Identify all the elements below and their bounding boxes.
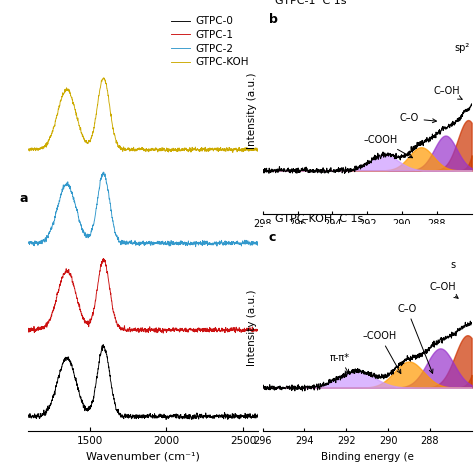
- GTPC-2: [255, 241, 261, 246]
- GTPC-2: [249, 239, 255, 245]
- GTPC-KOH: [100, 75, 106, 81]
- Text: c: c: [269, 231, 276, 244]
- Legend: GTPC-0, GTPC-1, GTPC-2, GTPC-KOH: GTPC-0, GTPC-1, GTPC-2, GTPC-KOH: [167, 12, 253, 72]
- GTPC-0: [100, 342, 106, 348]
- GTPC-2: [101, 169, 107, 175]
- GTPC-1: [131, 327, 137, 332]
- X-axis label: Binding energy (e: Binding energy (e: [321, 452, 414, 462]
- GTPC-0: [137, 415, 143, 420]
- GTPC-0: [207, 414, 212, 420]
- Line: GTPC-1: GTPC-1: [28, 258, 258, 333]
- GTPC-2: [26, 239, 31, 245]
- GTPC-1: [100, 255, 106, 261]
- Text: sp²: sp²: [454, 43, 469, 53]
- GTPC-KOH: [131, 147, 137, 153]
- Y-axis label: Intensity (a.u.): Intensity (a.u.): [247, 73, 257, 149]
- GTPC-2: [193, 244, 199, 250]
- Text: –COOH: –COOH: [363, 331, 401, 374]
- GTPC-KOH: [37, 145, 43, 151]
- Text: GTPC-1  C 1s: GTPC-1 C 1s: [275, 0, 346, 6]
- GTPC-KOH: [255, 147, 261, 153]
- Line: GTPC-2: GTPC-2: [28, 172, 258, 247]
- GTPC-1: [26, 326, 31, 331]
- Text: GTPC-KOH  C 1s: GTPC-KOH C 1s: [275, 214, 364, 224]
- GTPC-0: [249, 414, 255, 420]
- Line: GTPC-0: GTPC-0: [28, 345, 258, 419]
- Text: C–O: C–O: [399, 113, 437, 123]
- X-axis label: Wavenumber (cm⁻¹): Wavenumber (cm⁻¹): [86, 452, 201, 462]
- GTPC-2: [207, 242, 212, 247]
- GTPC-1: [207, 326, 212, 332]
- Text: π-π*: π-π*: [330, 353, 350, 374]
- GTPC-1: [249, 328, 255, 334]
- Line: GTPC-KOH: GTPC-KOH: [28, 78, 258, 153]
- GTPC-2: [249, 239, 255, 245]
- GTPC-0: [249, 414, 255, 420]
- GTPC-1: [137, 328, 143, 333]
- GTPC-KOH: [26, 146, 31, 152]
- GTPC-1: [255, 328, 261, 334]
- GTPC-2: [137, 241, 143, 246]
- X-axis label: Binding energy (e: Binding energy (e: [321, 235, 414, 245]
- GTPC-0: [131, 415, 137, 421]
- Text: a: a: [19, 191, 28, 204]
- GTPC-0: [26, 413, 31, 419]
- GTPC-0: [163, 417, 169, 422]
- Y-axis label: Intensity (a.u.): Intensity (a.u.): [247, 290, 257, 366]
- Text: C–OH: C–OH: [433, 86, 462, 99]
- GTPC-0: [255, 412, 261, 418]
- GTPC-KOH: [207, 146, 212, 151]
- GTPC-2: [131, 239, 137, 245]
- GTPC-KOH: [249, 147, 255, 153]
- GTPC-1: [37, 327, 43, 332]
- GTPC-1: [160, 330, 166, 336]
- GTPC-0: [37, 411, 43, 417]
- GTPC-2: [37, 239, 43, 245]
- Text: –COOH: –COOH: [364, 135, 412, 158]
- GTPC-KOH: [249, 146, 255, 152]
- Text: s: s: [451, 260, 456, 270]
- Text: b: b: [269, 13, 278, 27]
- GTPC-KOH: [230, 150, 236, 155]
- Text: C–O: C–O: [397, 303, 433, 374]
- Text: C–OH: C–OH: [430, 282, 458, 298]
- GTPC-KOH: [137, 146, 143, 152]
- GTPC-1: [249, 328, 255, 333]
